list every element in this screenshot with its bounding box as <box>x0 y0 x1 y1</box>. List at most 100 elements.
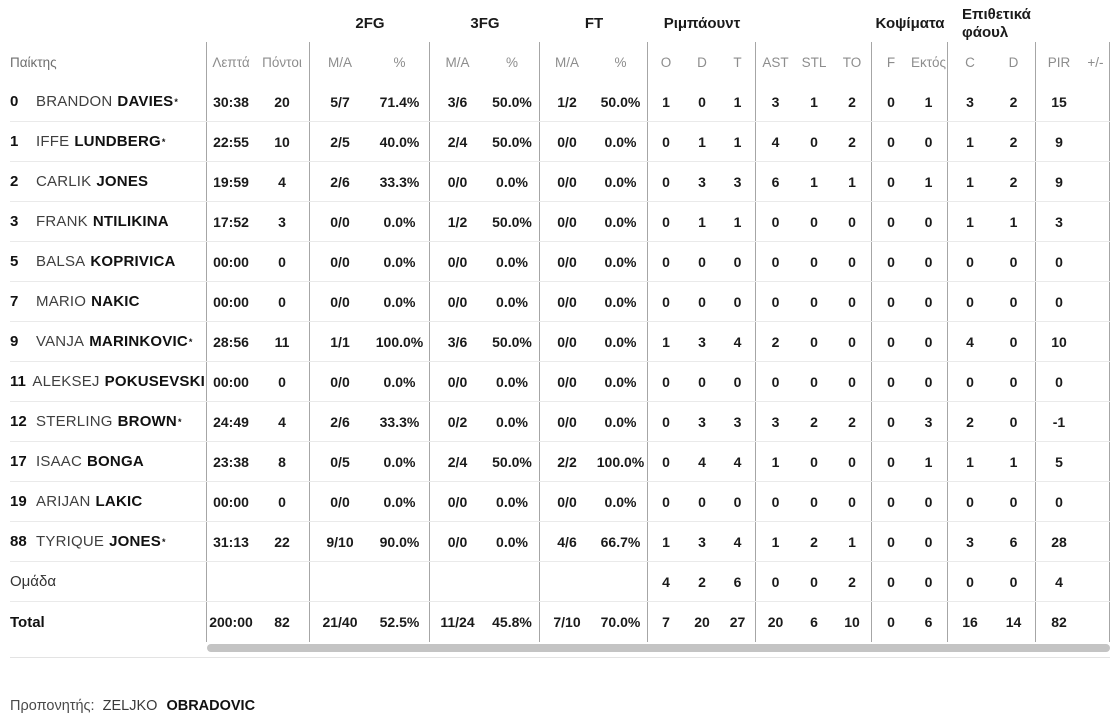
pir-value: 0 <box>1055 293 1063 310</box>
table-row: 17 ISAAC BONGA 23:38 8 0/5 0.0% 2/4 50.0… <box>10 442 1110 482</box>
group-header-ft: FT <box>584 14 604 32</box>
plusminus-value <box>1082 242 1110 281</box>
player-cell[interactable]: 1 IFFE LUNDBERG * <box>10 122 207 161</box>
reb-o-value: 0 <box>662 293 670 310</box>
player-cell[interactable]: 2 CARLIK JONES <box>10 162 207 201</box>
table-row: 12 STERLING BROWN * 24:49 4 2/6 33.3% 0/… <box>10 402 1110 442</box>
fg2-pct-value: 71.4% <box>370 82 430 121</box>
player-cell[interactable]: 12 STERLING BROWN * <box>10 402 207 441</box>
stl-value: 0 <box>810 453 818 470</box>
fg2-pct-value: 0.0% <box>370 442 430 481</box>
fg3-ma-value: 0/0 <box>447 253 468 270</box>
player-cell[interactable]: 11 ALEKSEJ POKUSEVSKI <box>10 362 207 401</box>
player-last-name: KOPRIVICA <box>90 253 176 270</box>
ft-ma-value: 0/0 <box>557 373 577 390</box>
player-last-name: LUNDBERG <box>74 133 161 150</box>
player-cell[interactable]: 17 ISAAC BONGA <box>10 442 207 481</box>
fouls-d-value: 1 <box>992 202 1036 241</box>
ft-pct-value: 0.0% <box>594 162 648 201</box>
to-value: 0 <box>833 442 872 481</box>
fg2-pct-value: 0.0% <box>370 282 430 321</box>
player-first-name: TYRIQUE <box>36 533 105 550</box>
player-cell[interactable]: 88 TYRIQUE JONES * <box>10 522 207 561</box>
fg2-ma-value: 2/6 <box>330 173 350 190</box>
plusminus-value <box>1082 602 1110 642</box>
to-value: 2 <box>833 562 872 601</box>
starter-mark: * <box>174 96 178 107</box>
fg3-ma-value: 3/6 <box>447 93 468 110</box>
pir-value: 3 <box>1055 213 1063 230</box>
group-spacer-pir <box>1036 4 1110 42</box>
player-first-name: ALEKSEJ <box>32 373 100 390</box>
group-header-rebounds: Ριμπάουντ <box>663 14 741 32</box>
points-value: 20 <box>255 82 310 121</box>
reb-t-value: 1 <box>720 122 756 161</box>
player-cell[interactable]: 9 VANJA MARINKOVIC * <box>10 322 207 361</box>
player-number: 11 <box>10 373 26 390</box>
fouls-d-value: 0 <box>992 282 1036 321</box>
reb-d-value: 1 <box>698 213 706 230</box>
blocks-f-value: 0 <box>887 173 895 190</box>
player-cell[interactable]: 7 MARIO NAKIC <box>10 282 207 321</box>
ft-ma-value: 1/2 <box>557 93 577 110</box>
player-cell[interactable]: 3 FRANK NTILIKINA <box>10 202 207 241</box>
points-value: 0 <box>255 282 310 321</box>
fg3-ma-value: 3/6 <box>447 333 468 350</box>
player-cell[interactable]: 19 ARIJAN LAKIC <box>10 482 207 521</box>
blocks-against-value: 6 <box>910 602 948 642</box>
reb-d-value: 0 <box>698 373 706 390</box>
horizontal-scrollbar[interactable] <box>207 644 1110 652</box>
points-value: 0 <box>255 482 310 521</box>
reb-t-value: 3 <box>720 402 756 441</box>
ft-pct-value: 0.0% <box>594 482 648 521</box>
column-header-plusminus: +/- <box>1082 42 1110 82</box>
player-cell[interactable]: 0 BRANDON DAVIES * <box>10 82 207 121</box>
total-row: Total 200:00 82 21/40 52.5% 11/24 45.8% … <box>10 602 1110 642</box>
to-value: 0 <box>833 202 872 241</box>
player-first-name: ARIJAN <box>36 493 91 510</box>
player-first-name: ISAAC <box>36 453 83 470</box>
points-value: 3 <box>255 202 310 241</box>
player-cell[interactable]: 5 BALSA KOPRIVICA <box>10 242 207 281</box>
fg2-ma-value: 1/1 <box>330 333 350 350</box>
reb-t-value: 0 <box>720 242 756 281</box>
blocks-f-value: 0 <box>887 253 895 270</box>
fg2-pct-value: 0.0% <box>370 202 430 241</box>
column-header-3fg-pct: % <box>485 42 540 82</box>
column-header-minutes: Λεπτά <box>212 54 250 70</box>
blocks-f-value: 0 <box>887 293 895 310</box>
group-header-2fg: 2FG <box>355 14 385 32</box>
fg3-pct-value: 0.0% <box>485 522 540 561</box>
ft-pct-value: 0.0% <box>594 122 648 161</box>
plusminus-value <box>1082 562 1110 601</box>
minutes-value: 30:38 <box>213 93 249 110</box>
coach-last-name: OBRADOVIC <box>166 698 256 714</box>
fg3-pct-value: 0.0% <box>485 162 540 201</box>
ast-value: 20 <box>767 614 784 630</box>
ft-ma-value <box>540 562 594 601</box>
fouls-d-value: 2 <box>992 162 1036 201</box>
fouls-c-value: 1 <box>966 213 974 230</box>
player-number: 17 <box>10 453 27 470</box>
fg3-ma-value: 1/2 <box>447 213 468 230</box>
points-value: 11 <box>255 322 310 361</box>
pir-value: 10 <box>1051 333 1067 350</box>
stl-value: 0 <box>810 493 818 510</box>
player-first-name: BALSA <box>36 253 86 270</box>
fouls-c-value: 0 <box>966 493 974 510</box>
player-first-name: CARLIK <box>36 173 92 190</box>
fg3-ma-value: 2/4 <box>447 453 468 470</box>
minutes-value: 17:52 <box>213 213 249 230</box>
fouls-c-value: 3 <box>966 93 974 110</box>
fg2-ma-value: 2/5 <box>330 133 350 150</box>
fg3-ma-value: 0/0 <box>447 293 468 310</box>
fouls-c-value: 0 <box>966 373 974 390</box>
offensive-fouls-line2: φάουλ <box>962 24 1009 41</box>
ast-value: 0 <box>771 493 780 510</box>
fg2-ma-value: 0/0 <box>330 253 350 270</box>
player-last-name: POKUSEVSKI <box>104 373 205 390</box>
coach-first-name: ZELJKO <box>102 698 158 714</box>
group-spacer-ast <box>756 4 872 42</box>
blocks-against-value: 0 <box>910 562 948 601</box>
minutes-value: 19:59 <box>213 173 249 190</box>
